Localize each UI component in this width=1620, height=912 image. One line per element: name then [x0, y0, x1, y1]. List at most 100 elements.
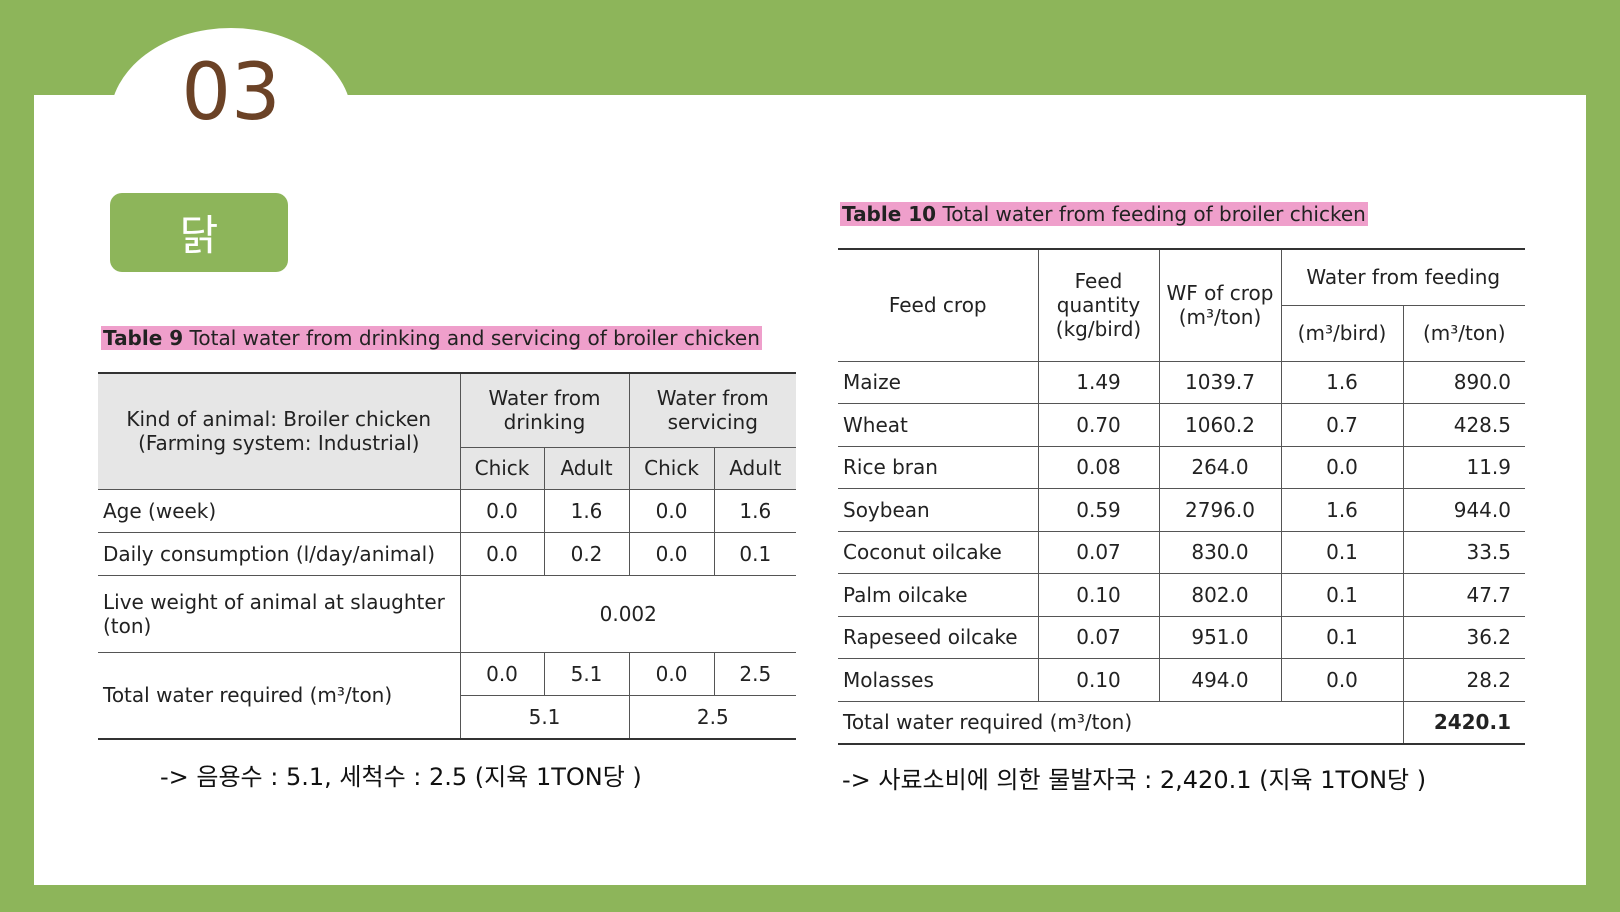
- table-cell: 0.59: [1037, 488, 1160, 532]
- table-cell: 0.70: [1037, 403, 1160, 447]
- table-cell: Chick: [628, 446, 715, 490]
- table-cell: (m³/ton): [1402, 304, 1525, 362]
- table-cell: 0.10: [1037, 573, 1160, 617]
- table-cell: 0.1: [1280, 530, 1404, 574]
- caption-text: Total water from feeding of broiler chic…: [942, 202, 1366, 226]
- table-cell: 0.10: [1037, 658, 1160, 702]
- table-cell: Adult: [713, 446, 797, 490]
- table-cell: Maize: [838, 360, 1039, 404]
- header-cell: Feed quantity (kg/bird): [1037, 248, 1160, 362]
- table-row: Rice bran 0.08 264.0 0.0 11.9: [838, 445, 1525, 489]
- table-cell: Coconut oilcake: [838, 530, 1039, 574]
- table-cell: Molasses: [838, 658, 1039, 702]
- table-cell: 0.7: [1280, 403, 1404, 447]
- table-cell: Wheat: [838, 403, 1039, 447]
- table-cell: 0.0: [1280, 658, 1404, 702]
- table-row: Age (week) 0.0 1.6 0.0 1.6: [98, 488, 797, 533]
- table-cell: 0.002: [459, 574, 797, 653]
- table-cell: 1039.7: [1158, 360, 1282, 404]
- table-cell: Daily consumption (l/day/animal): [98, 531, 461, 576]
- table-cell: Age (week): [98, 488, 461, 533]
- table-cell: 802.0: [1158, 573, 1282, 617]
- table-cell: 264.0: [1158, 445, 1282, 489]
- table-cell: 11.9: [1402, 445, 1525, 489]
- table-cell: 0.08: [1037, 445, 1160, 489]
- table: Kind of animal: Broiler chicken (Farming…: [98, 372, 797, 740]
- table-row: Coconut oilcake 0.07 830.0 0.1 33.5: [838, 530, 1525, 574]
- table-row: Maize 1.49 1039.7 1.6 890.0: [838, 360, 1525, 404]
- table-row: Total water required (m³/ton) 0.0 5.1 0.0 2.…: [98, 651, 797, 740]
- table-cell: 0.07: [1037, 530, 1160, 574]
- section-label: 닭: [110, 193, 288, 272]
- table-cell: 0.1: [1280, 615, 1404, 659]
- caption-label: Table 9: [103, 326, 184, 350]
- table-row: Rapeseed oilcake 0.07 951.0 0.1 36.2: [838, 615, 1525, 659]
- table-cell: 5.1: [460, 694, 630, 740]
- table-cell: 0.0: [1280, 445, 1404, 489]
- header-cell: Water from drinking: [459, 372, 630, 448]
- table-row: Live weight of animal at slaughter (ton)…: [98, 574, 797, 653]
- slide-number: 03: [181, 48, 281, 138]
- table-row: Soybean 0.59 2796.0 1.6 944.0: [838, 488, 1525, 532]
- number-tab: [110, 28, 352, 168]
- table-cell: 951.0: [1158, 615, 1282, 659]
- table-cell: 0.0: [628, 531, 715, 576]
- table-cell: 2420.1: [1402, 700, 1525, 744]
- table-cell: Rapeseed oilcake: [838, 615, 1039, 659]
- table-cell: 1.49: [1037, 360, 1160, 404]
- table-cell: 0.1: [1280, 573, 1404, 617]
- table-cell: Chick: [460, 446, 545, 490]
- header-cell: WF of crop (m³/ton): [1158, 248, 1282, 362]
- note: -> 사료소비에 의한 물발자국 : 2,420.1 (지육 1TON당 ): [842, 766, 1427, 794]
- table-cell: 494.0: [1158, 658, 1282, 702]
- table-cell: 0.07: [1037, 615, 1160, 659]
- caption-label: Table 10: [842, 202, 937, 226]
- table: Feed crop Feed quantity (kg/bird) WF of cr…: [838, 248, 1525, 745]
- table-cell: 5.1: [543, 651, 630, 696]
- table-row: Daily consumption (l/day/animal) 0.0 0.2 0.…: [98, 531, 797, 576]
- table-cell: 2796.0: [1158, 488, 1282, 532]
- table-row: 5.1 2.5: [98, 694, 797, 740]
- table-cell: Live weight of animal at slaughter (ton): [98, 574, 461, 653]
- table-cell: Soybean: [838, 488, 1039, 532]
- table-cell: 0.0: [459, 488, 545, 533]
- table-cell: Rice bran: [838, 445, 1039, 489]
- table-cell: 2.5: [713, 651, 797, 696]
- table-cell: 28.2: [1402, 658, 1525, 702]
- header-cell: Water from servicing: [628, 372, 797, 448]
- table-cell: Adult: [543, 446, 630, 490]
- table-caption: Table 10 Total water from feeding of bro…: [840, 202, 1368, 226]
- header-cell: Water from feeding: [1280, 248, 1525, 306]
- table-cell: 1.6: [713, 488, 797, 533]
- table-cell: 33.5: [1402, 530, 1525, 574]
- table-row: Wheat 0.70 1060.2 0.7 428.5: [838, 403, 1525, 447]
- table-row: Palm oilcake 0.10 802.0 0.1 47.7: [838, 573, 1525, 617]
- table-cell: 1.6: [1280, 488, 1404, 532]
- table-row: Total water required (m³/ton) 2420.1: [838, 700, 1525, 744]
- table-cell: 2.5: [628, 694, 797, 740]
- table-cell: 1060.2: [1158, 403, 1282, 447]
- table-cell: 47.7: [1402, 573, 1525, 617]
- header-cell: Feed crop: [838, 248, 1039, 362]
- table-cell: 0.1: [713, 531, 797, 576]
- table-cell: 0.0: [459, 651, 545, 696]
- caption-text: Total water from drinking and servicing …: [189, 326, 760, 350]
- table-caption: Table 9 Total water from drinking and se…: [101, 326, 762, 350]
- note: -> 음용수 : 5.1, 세척수 : 2.5 (지육 1TON당 ): [160, 763, 642, 791]
- table-cell: Palm oilcake: [838, 573, 1039, 617]
- table-cell: 1.6: [1280, 360, 1404, 404]
- table-cell: 0.2: [543, 531, 630, 576]
- table-cell: 890.0: [1402, 360, 1525, 404]
- table-cell: Total water required (m³/ton): [98, 651, 461, 740]
- table-cell: 830.0: [1158, 530, 1282, 574]
- table-cell: 0.0: [628, 651, 715, 696]
- table-row: Molasses 0.10 494.0 0.0 28.2: [838, 658, 1525, 702]
- table-cell: 1.6: [543, 488, 630, 533]
- table-cell: 0.0: [628, 488, 715, 533]
- table-cell: 36.2: [1402, 615, 1525, 659]
- table-cell: 0.0: [459, 531, 545, 576]
- header-cell: Kind of animal: Broiler chicken (Farming…: [98, 372, 461, 490]
- table-cell: 428.5: [1402, 403, 1525, 447]
- table-cell: 944.0: [1402, 488, 1525, 532]
